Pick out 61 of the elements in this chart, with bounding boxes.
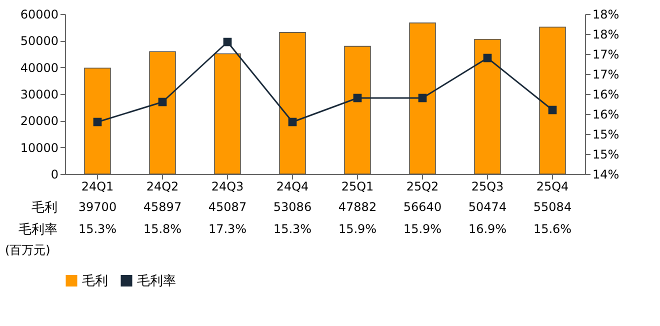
data-label: 17.3%: [208, 222, 247, 236]
y-tick-label: 0: [50, 168, 58, 182]
x-tick-label: 24Q2: [146, 180, 179, 194]
x-tick-label: 25Q1: [341, 180, 374, 194]
legend-label: 毛利: [82, 274, 108, 289]
bar: [539, 26, 566, 174]
data-label: 45897: [143, 200, 182, 214]
bar: [344, 46, 371, 174]
data-label: 50474: [468, 200, 507, 214]
y-tick-label: 10000: [20, 140, 58, 155]
point: [93, 118, 102, 126]
bar: [214, 53, 241, 174]
point: [548, 106, 557, 114]
x-tick-label: 24Q3: [211, 180, 244, 194]
data-label: 53086: [273, 200, 312, 214]
point: [483, 54, 492, 62]
y2-tick-label: 17%: [592, 68, 620, 82]
point: [288, 118, 297, 126]
data-label: 15.9%: [403, 222, 442, 236]
y2-tick-label: 15%: [592, 128, 620, 142]
data-label: 47882: [338, 200, 377, 214]
y2-tick-label: 17%: [592, 48, 620, 62]
y2-tick-label: 16%: [592, 88, 620, 102]
data-label: 56640: [403, 200, 442, 214]
y-tick-label: 60000: [20, 8, 58, 22]
y-tick-label: 50000: [20, 34, 58, 48]
point: [223, 38, 232, 46]
y-tick-label: 20000: [20, 114, 58, 128]
x-tick-label: 25Q2: [406, 180, 439, 194]
legend-label: 毛利率: [137, 272, 176, 289]
y2-tick-label: 18%: [592, 28, 620, 42]
point: [418, 94, 427, 102]
text: 毛利: [32, 200, 58, 216]
bar: [84, 68, 111, 174]
x-tick-label: 24Q1: [81, 180, 114, 194]
y2-tick-label: 15%: [592, 148, 620, 162]
data-label: 39700: [78, 200, 117, 214]
bar: [474, 39, 501, 174]
x-tick-label: 25Q3: [471, 180, 504, 194]
text: 毛利率: [18, 222, 58, 238]
data-label: 15.3%: [78, 222, 117, 236]
y2-tick-label: 14%: [592, 168, 620, 182]
data-label: 15.3%: [273, 222, 312, 236]
y-tick-label: 30000: [20, 88, 58, 102]
bar: [409, 22, 436, 174]
y2-tick-label: 18%: [592, 8, 620, 22]
text: (百万元): [5, 243, 50, 257]
point: [353, 94, 362, 102]
x-tick-label: 24Q4: [276, 180, 309, 194]
data-label: 16.9%: [468, 222, 507, 236]
data-label: 15.9%: [338, 222, 377, 236]
data-label: 55084: [533, 200, 572, 214]
bar: [149, 51, 176, 174]
data-label: 15.8%: [143, 222, 182, 236]
point: [158, 98, 167, 106]
data-label: 15.6%: [533, 222, 572, 236]
bar: [279, 32, 306, 174]
data-label: 45087: [208, 200, 247, 214]
x-tick-label: 25Q4: [536, 180, 569, 194]
y-tick-label: 40000: [20, 60, 58, 75]
y2-tick-label: 16%: [592, 108, 620, 122]
